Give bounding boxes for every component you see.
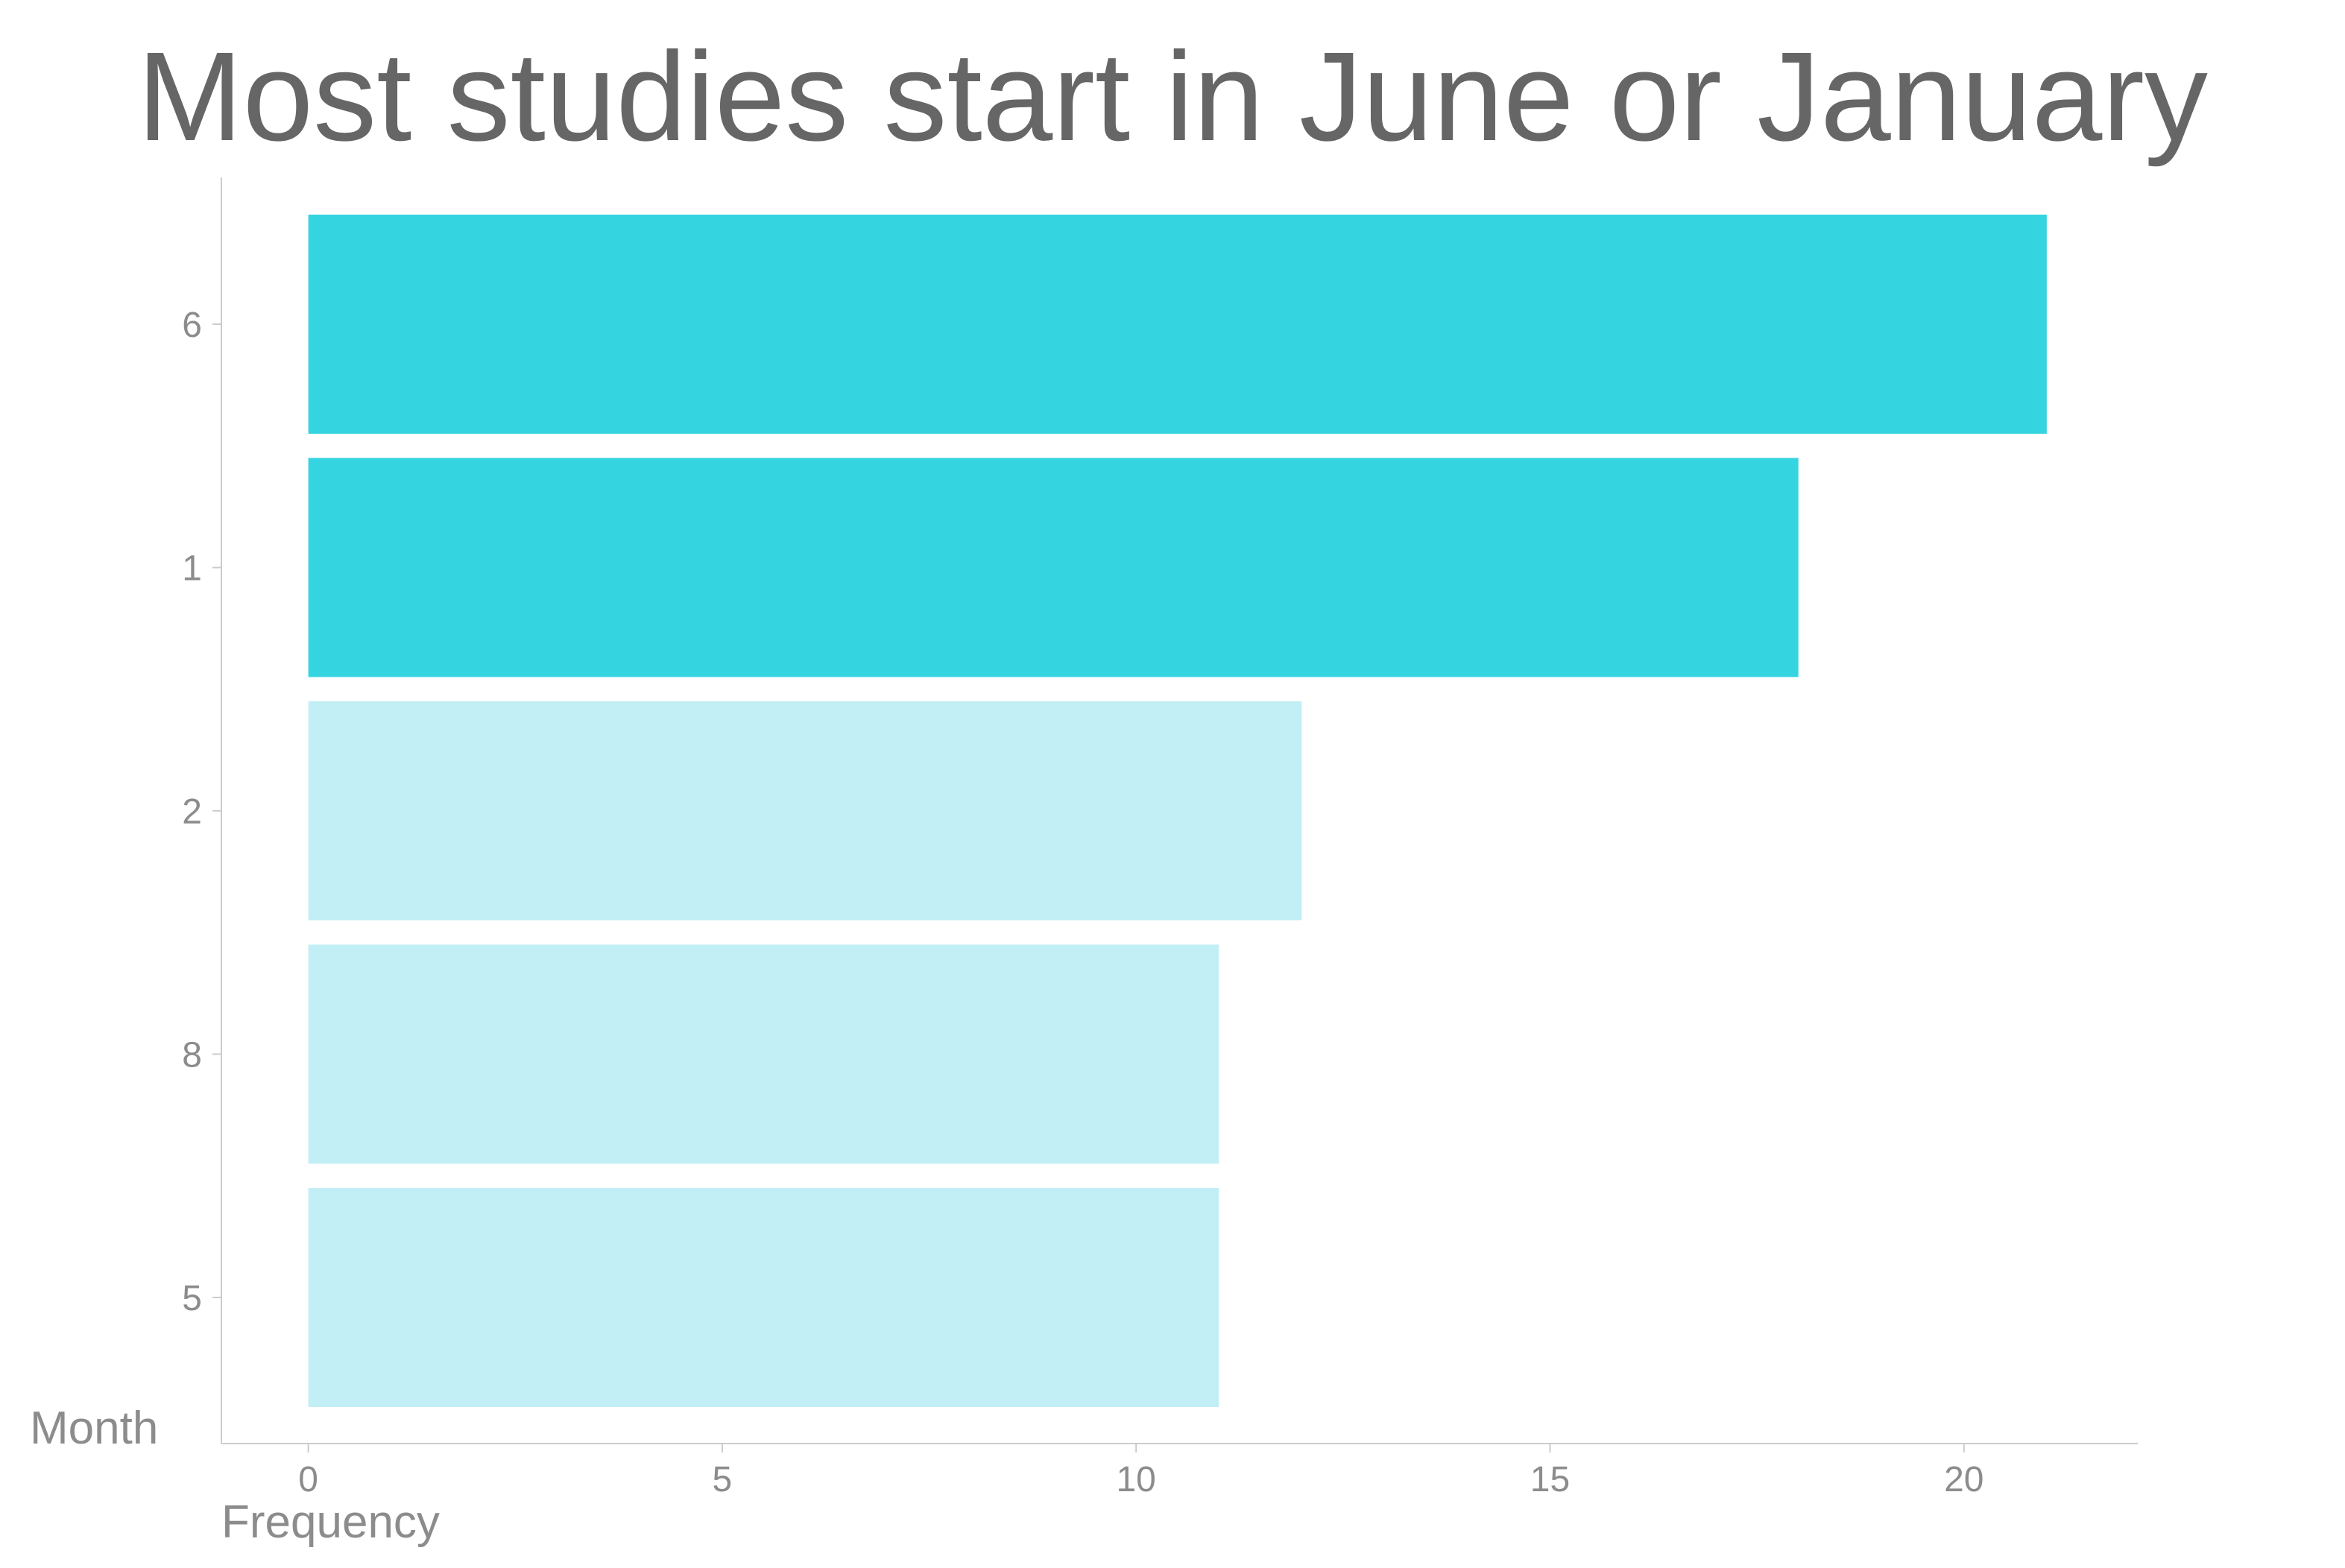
x-tick-label: 20 <box>1944 1460 1983 1499</box>
y-tick-label: 5 <box>182 1279 202 1318</box>
y-tick-label: 6 <box>182 306 202 345</box>
bar-month-8 <box>308 944 1219 1164</box>
x-tick-label: 15 <box>1530 1460 1570 1499</box>
x-tick-label: 5 <box>713 1460 733 1499</box>
bar-month-1 <box>308 458 1799 677</box>
y-tick-label: 2 <box>182 792 202 832</box>
bar-month-6 <box>308 215 2047 434</box>
y-ticks-group: 6 1 2 8 5 <box>182 306 221 1318</box>
y-tick-label: 1 <box>182 549 202 589</box>
bar-month-2 <box>308 701 1302 920</box>
x-tick-label: 10 <box>1116 1460 1155 1499</box>
x-ticks-group: 0 5 10 15 20 <box>298 1444 1983 1499</box>
y-axis-title: Month <box>30 1403 158 1454</box>
y-tick-label: 8 <box>182 1036 202 1075</box>
bar-month-5 <box>308 1188 1219 1407</box>
x-tick-label: 0 <box>298 1460 318 1499</box>
x-axis-title: Frequency <box>221 1496 440 1548</box>
chart-title: Most studies start in June or January <box>137 26 2208 168</box>
bars-group <box>308 215 2047 1407</box>
